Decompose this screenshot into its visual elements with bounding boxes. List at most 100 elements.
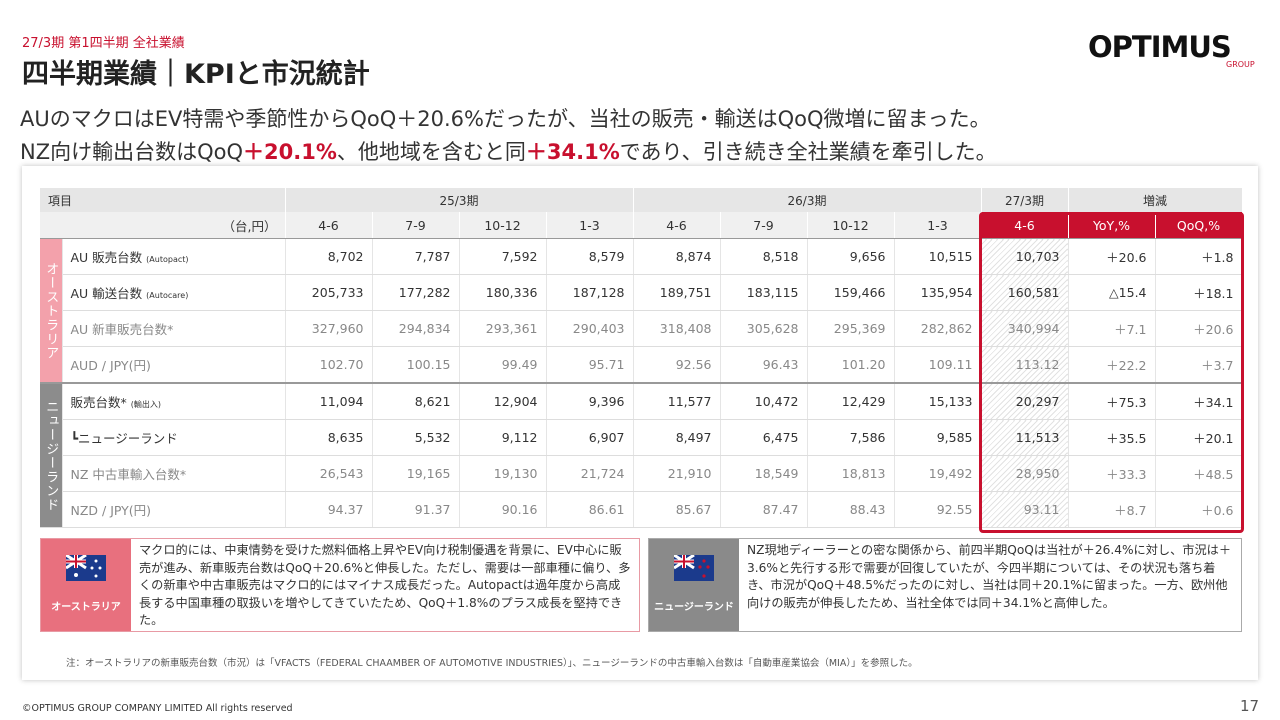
value-cell: 6,907 <box>546 419 634 456</box>
value-cell: 11,094 <box>285 382 373 420</box>
value-cell: 109.11 <box>894 346 982 384</box>
value-cell: 19,492 <box>894 455 982 492</box>
kpi-table: 項目 25/3期 26/3期 27/3期 増減 （台,円） 4-6 7-9 10-12 1-3 4-… <box>40 188 1243 528</box>
highlight: ＋34.1% <box>525 140 620 164</box>
value-cell: 6,475 <box>720 419 808 456</box>
value-cell: 9,396 <box>546 382 634 420</box>
period-cell: 4-6 <box>285 212 373 239</box>
label-note: (Autocare) <box>146 291 189 300</box>
section-label: オーストラリア <box>40 238 63 384</box>
value-cell: 7,586 <box>807 419 895 456</box>
value-cell: 8,874 <box>633 238 721 275</box>
value-cell: 102.70 <box>285 346 373 384</box>
row-label: AU 輸送台数 (Autocare) <box>62 274 286 311</box>
header-cell: 25/3期 <box>285 188 634 212</box>
row-label: ┗ニュージーランド <box>62 419 286 456</box>
row-label: NZ 中古車輸入台数* <box>62 455 286 492</box>
value-cell: 8,518 <box>720 238 808 275</box>
row-label: 販売台数* (輸出入) <box>62 382 286 420</box>
value-cell: 159,466 <box>807 274 895 311</box>
note-text: NZ現地ディーラーとの密な関係から、前四半期QoQは当社が＋26.4%に対し、市… <box>747 543 1232 610</box>
value-cell: 90.16 <box>459 491 547 528</box>
data-row: ニュージーランド 販売台数* (輸出入) 11,094 8,621 12,904 9,39… <box>40 382 1243 528</box>
value-cell: 91.37 <box>372 491 460 528</box>
value-cell: 180,336 <box>459 274 547 311</box>
value-cell: 18,813 <box>807 455 895 492</box>
value-cell: ＋20.6 <box>1068 238 1156 275</box>
value-cell: ＋34.1 <box>1155 382 1243 420</box>
logo-sub: GROUP <box>1226 60 1255 69</box>
value-cell: 318,408 <box>633 310 721 347</box>
value-cell: ＋20.6 <box>1155 310 1243 347</box>
value-cell: 9,112 <box>459 419 547 456</box>
value-cell: 183,115 <box>720 274 808 311</box>
value-cell: 26,543 <box>285 455 373 492</box>
label: AU 販売台数 <box>70 250 143 265</box>
value-cell: 21,910 <box>633 455 721 492</box>
data-row: AUD / JPY(円) 102.70 100.15 99.49 95.71 92.56 9… <box>40 346 1243 384</box>
value-cell: 99.49 <box>459 346 547 384</box>
summary-line: AUのマクロはEV特需や季節性からQoQ＋20.6%だったが、当社の販売・輸送は… <box>20 107 991 131</box>
label: NZ 中古車輸入台数* <box>70 467 187 482</box>
value-cell: ＋48.5 <box>1155 455 1243 492</box>
value-cell: 10,472 <box>720 382 808 420</box>
value-cell: 21,724 <box>546 455 634 492</box>
value-cell: 135,954 <box>894 274 982 311</box>
value-cell: ＋75.3 <box>1068 382 1156 420</box>
value-cell: 92.56 <box>633 346 721 384</box>
value-cell: 10,515 <box>894 238 982 275</box>
note-text: マクロ的には、中東情勢を受けた燃料価格上昇やEV向け税制優遇を背景に、EV中心に… <box>139 543 631 627</box>
text: であり、引き続き全社業績を牽引した。 <box>619 140 997 164</box>
summary-line: NZ向け輸出台数はQoQ＋20.1%、他地域を含むと同＋34.1%であり、引き続… <box>20 136 997 166</box>
value-cell: 15,133 <box>894 382 982 420</box>
header-cell: 増減 <box>1068 188 1243 212</box>
header-cell: 項目 <box>40 188 286 212</box>
period-cell: YoY,% <box>1068 212 1156 239</box>
logo: OPTIMUS <box>1088 30 1232 64</box>
period-cell: 4-6 <box>633 212 721 239</box>
value-cell: 87.47 <box>720 491 808 528</box>
value-cell: 9,656 <box>807 238 895 275</box>
flag <box>674 555 714 581</box>
data-row: NZD / JPY(円) 94.37 91.37 90.16 86.61 85.67 87.… <box>40 491 1243 528</box>
data-row: AU 輸送台数 (Autocare) 205,733 177,282 180,336 1… <box>40 274 1243 311</box>
value-cell: 327,960 <box>285 310 373 347</box>
value-cell: 88.43 <box>807 491 895 528</box>
value-cell: 94.37 <box>285 491 373 528</box>
value-cell: ＋33.3 <box>1068 455 1156 492</box>
period-cell: 1-3 <box>546 212 634 239</box>
page-number: 17 <box>1240 697 1260 715</box>
value-cell: 96.43 <box>720 346 808 384</box>
text: NZ向け輸出台数はQoQ <box>20 140 244 164</box>
header-cell: 26/3期 <box>633 188 982 212</box>
value-cell: 93.11 <box>981 491 1069 528</box>
header-row: （台,円） 4-6 7-9 10-12 1-3 4-6 7-9 10-12 1-3 4-6 YoY,… <box>40 212 1243 239</box>
value-cell: 28,950 <box>981 455 1069 492</box>
value-cell: 101.20 <box>807 346 895 384</box>
value-cell: 12,904 <box>459 382 547 420</box>
note-tag: オーストラリア <box>41 539 131 631</box>
value-cell: 20,297 <box>981 382 1069 420</box>
row-label: AU 新車販売台数* <box>62 310 286 347</box>
copyright: ©OPTIMUS GROUP COMPANY LIMITED All right… <box>22 703 293 714</box>
value-cell: ＋3.7 <box>1155 346 1243 384</box>
period-cell: 7-9 <box>372 212 460 239</box>
value-cell: 187,128 <box>546 274 634 311</box>
value-cell: 290,403 <box>546 310 634 347</box>
value-cell: 8,579 <box>546 238 634 275</box>
row-label: NZD / JPY(円) <box>62 491 286 528</box>
value-cell: 11,577 <box>633 382 721 420</box>
value-cell: 10,703 <box>981 238 1069 275</box>
value-cell: 19,165 <box>372 455 460 492</box>
value-cell: 7,592 <box>459 238 547 275</box>
note-label: オーストラリア <box>51 602 121 613</box>
value-cell: ＋1.8 <box>1155 238 1243 275</box>
unit-cell: （台,円） <box>40 212 286 239</box>
section-label: ニュージーランド <box>40 382 63 528</box>
period-cell: 4-6 <box>981 212 1069 239</box>
value-cell: 205,733 <box>285 274 373 311</box>
value-cell: 294,834 <box>372 310 460 347</box>
value-cell: 19,130 <box>459 455 547 492</box>
value-cell: 100.15 <box>372 346 460 384</box>
